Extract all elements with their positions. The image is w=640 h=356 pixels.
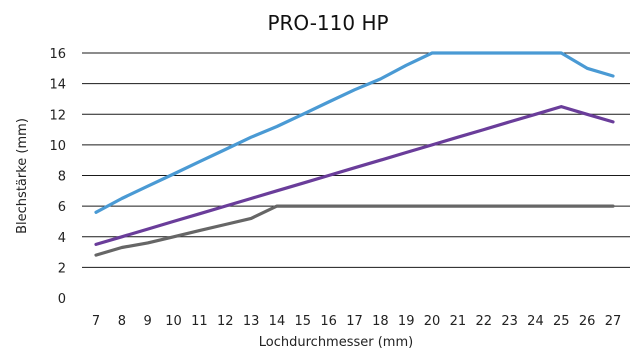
x-tick-label: 17 (346, 314, 363, 329)
series-line-1 (94, 51, 615, 214)
x-tick-label: 13 (243, 314, 260, 329)
y-tick-label: 8 (58, 170, 66, 185)
y-tick-label: 12 (49, 108, 66, 123)
x-tick-labels: 7 8 9 10 11 12 13 14 15 16 17 18 19 20 21 22 23 24 25 26 27 (92, 314, 621, 329)
y-tick-label: 10 (49, 139, 66, 154)
x-tick-label: 8 (118, 314, 126, 329)
x-tick-label: 7 (92, 314, 100, 329)
x-tick-label: 12 (217, 314, 234, 329)
chart-title: PRO-110 HP (267, 11, 388, 35)
x-tick-label: 16 (320, 314, 337, 329)
y-tick-label: 2 (58, 261, 66, 276)
x-tick-label: 11 (191, 314, 208, 329)
x-tick-label: 21 (450, 314, 467, 329)
y-tick-label: 16 (49, 47, 66, 62)
series-line-3 (94, 204, 615, 257)
x-tick-label: 22 (475, 314, 492, 329)
x-tick-label: 24 (527, 314, 544, 329)
x-tick-label: 27 (605, 314, 622, 329)
x-tick-label: 23 (501, 314, 518, 329)
y-tick-label: 0 (58, 292, 66, 307)
series-line-2 (94, 104, 615, 246)
x-tick-label: 14 (269, 314, 286, 329)
x-tick-label: 19 (398, 314, 415, 329)
x-axis-label: Lochdurchmesser (mm) (259, 335, 413, 350)
x-tick-label: 15 (295, 314, 312, 329)
x-tick-label: 26 (579, 314, 596, 329)
y-tick-label: 4 (58, 231, 66, 246)
x-tick-label: 9 (144, 314, 152, 329)
y-axis-label: Blechstärke (mm) (15, 118, 30, 234)
x-tick-label: 20 (424, 314, 441, 329)
x-tick-label: 10 (165, 314, 182, 329)
series-lines (94, 51, 615, 257)
y-tick-label: 14 (49, 78, 66, 93)
y-tick-label: 6 (58, 200, 66, 215)
x-tick-label: 25 (553, 314, 570, 329)
x-tick-label: 18 (372, 314, 389, 329)
gridlines (82, 52, 630, 268)
y-tick-labels: 0 2 4 6 8 10 12 14 16 (49, 47, 66, 307)
